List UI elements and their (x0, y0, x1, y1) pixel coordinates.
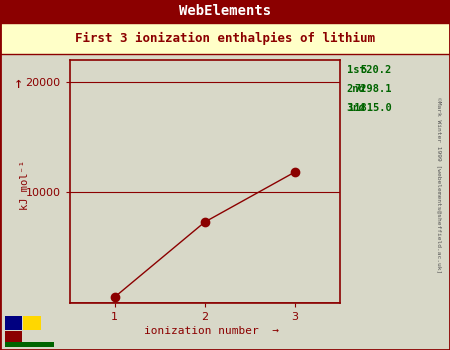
FancyBboxPatch shape (4, 316, 22, 330)
Text: ↑: ↑ (14, 77, 22, 91)
Text: kJ mol⁻¹: kJ mol⁻¹ (20, 161, 30, 210)
Text: 3rd: 3rd (346, 104, 365, 113)
Text: 11815.0: 11815.0 (348, 104, 392, 113)
FancyBboxPatch shape (4, 331, 22, 343)
Text: WebElements: WebElements (179, 4, 271, 18)
Text: 1st: 1st (346, 65, 365, 75)
Text: 2nd: 2nd (346, 84, 365, 94)
Text: ionization number  →: ionization number → (144, 326, 279, 336)
FancyBboxPatch shape (23, 316, 40, 330)
Text: 520.2: 520.2 (360, 65, 392, 75)
Text: First 3 ionization enthalpies of lithium: First 3 ionization enthalpies of lithium (75, 32, 375, 45)
Text: 7298.1: 7298.1 (354, 84, 392, 94)
Text: ©Mark Winter 1999 [webelements@sheffield.ac.uk]: ©Mark Winter 1999 [webelements@sheffield… (436, 97, 441, 274)
